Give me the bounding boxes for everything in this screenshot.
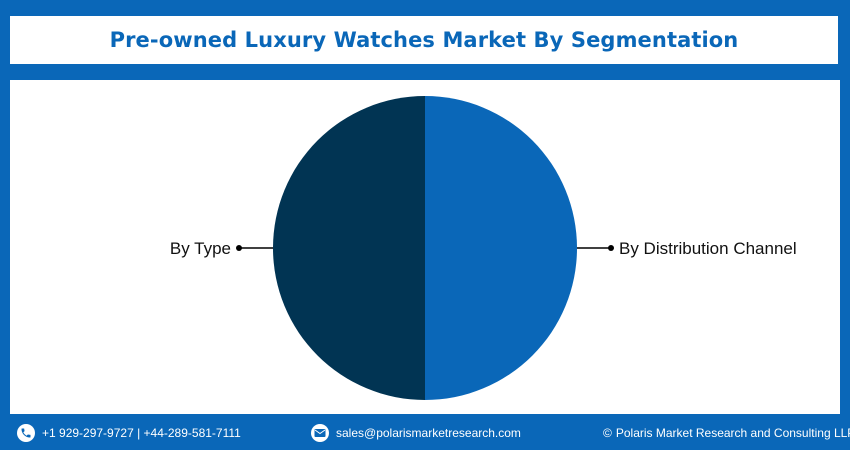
slice-label-by-type: By Type — [170, 239, 231, 258]
title-banner: Pre-owned Luxury Watches Market By Segme… — [10, 16, 838, 64]
leader-dot-by-type — [236, 245, 242, 251]
email-text[interactable]: sales@polarismarketresearch.com — [336, 426, 521, 440]
phone-text: +1 929-297-9727 | +44-289-581-7111 — [42, 426, 241, 440]
copyright-symbol: © — [603, 426, 612, 440]
copyright-text: Polaris Market Research and Consulting L… — [615, 426, 850, 440]
leader-dot-by-distribution-channel — [608, 245, 614, 251]
chart-panel: By Type By Distribution Channel — [10, 80, 840, 414]
page-title: Pre-owned Luxury Watches Market By Segme… — [109, 28, 739, 52]
pie-slice-by-distribution-channel — [425, 96, 577, 400]
pie-chart: By Type By Distribution Channel — [170, 96, 797, 400]
email-icon — [311, 424, 329, 442]
footer-copyright: © Polaris Market Research and Consulting… — [603, 416, 850, 450]
footer: +1 929-297-9727 | +44-289-581-7111 sales… — [0, 416, 850, 450]
phone-icon — [17, 424, 35, 442]
footer-phone: +1 929-297-9727 | +44-289-581-7111 — [17, 416, 241, 450]
pie-slice-by-type — [273, 96, 425, 400]
footer-email: sales@polarismarketresearch.com — [311, 416, 521, 450]
slice-label-by-distribution-channel: By Distribution Channel — [619, 239, 797, 258]
